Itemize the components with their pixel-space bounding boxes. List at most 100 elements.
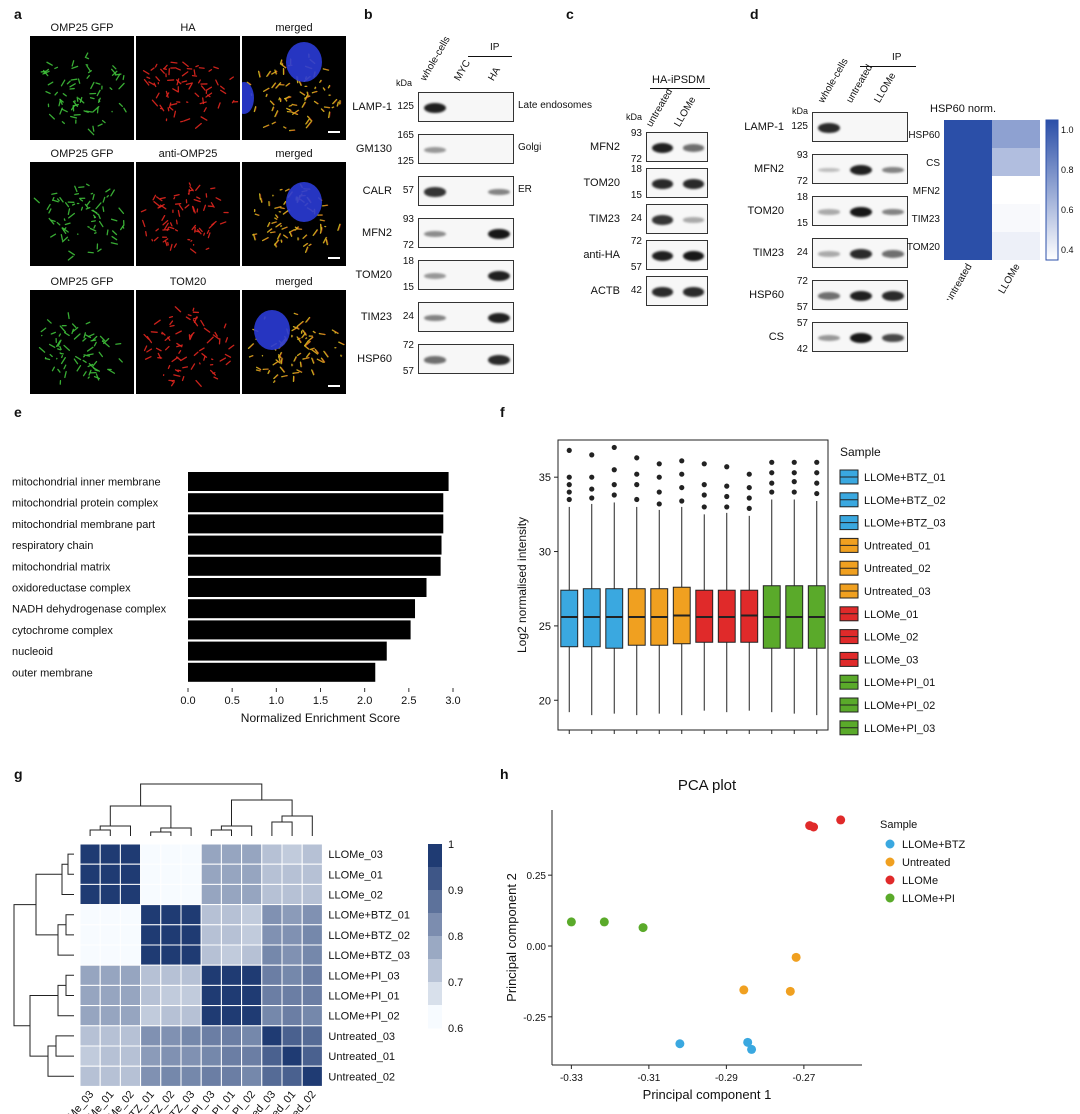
heatmap-cell [301, 883, 323, 906]
x-tick-label: 3.0 [445, 695, 460, 707]
mito-stroke [282, 62, 284, 65]
mito-stroke [168, 106, 174, 111]
mito-stroke [201, 353, 208, 358]
mito-stroke [176, 79, 182, 85]
mito-stroke [304, 340, 309, 347]
mito-stroke [110, 218, 118, 222]
blot-protein-label: TIM23 [752, 247, 784, 259]
panel-h-pca-scatter: PCA plot -0.33 -0.31 -0.29 -0.27 0.25 0.00 -0.2… [504, 777, 966, 1102]
box-outlier [791, 459, 797, 465]
mito-stroke [203, 204, 207, 211]
mito-stroke [266, 228, 273, 233]
heatmap-cell [180, 1045, 202, 1067]
box-outlier [769, 489, 775, 495]
blot-band [487, 355, 511, 365]
micrograph-texture [140, 182, 229, 254]
heatmap-cell [261, 843, 283, 865]
mito-stroke [92, 106, 100, 113]
mito-stroke [169, 324, 175, 327]
mito-stroke [109, 87, 113, 91]
top-dendrogram [89, 783, 313, 836]
mito-stroke [171, 356, 179, 363]
mito-stroke [50, 331, 57, 335]
legend-label: LLOMe+PI [902, 893, 955, 905]
mito-stroke [200, 85, 206, 91]
heatmap-row-label: CS [926, 158, 940, 169]
scale-bar [328, 131, 340, 133]
mito-stroke [228, 344, 235, 350]
mito-stroke [181, 375, 185, 382]
mito-stroke [332, 98, 338, 105]
mito-stroke [198, 347, 205, 352]
mito-stroke [198, 227, 203, 233]
mito-stroke [306, 341, 312, 346]
mito-stroke [305, 341, 310, 346]
mito-stroke [271, 100, 276, 105]
mito-stroke [282, 375, 289, 378]
mito-stroke [304, 95, 308, 101]
blot-band [849, 164, 873, 176]
heatmap-cell [140, 984, 162, 1007]
heatmap-cell [99, 883, 121, 906]
mito-stroke [211, 220, 217, 226]
bar [188, 620, 411, 640]
mito-stroke [273, 374, 279, 380]
mito-stroke [176, 78, 180, 86]
mito-stroke [50, 219, 56, 222]
heatmap-row-label: LLOMe_02 [328, 890, 382, 902]
mito-stroke [48, 343, 56, 348]
heatmap-cell [180, 924, 202, 946]
mito-stroke [188, 83, 193, 90]
heatmap-cell [200, 883, 222, 906]
mito-stroke [331, 329, 339, 334]
mito-stroke [92, 360, 98, 367]
micrograph-title: merged [275, 22, 313, 34]
heatmap-cell [241, 843, 263, 865]
mito-stroke [47, 81, 54, 86]
mito-stroke [314, 348, 319, 354]
heatmap-cell [119, 863, 142, 885]
heatmap-col-label: LLOMe [997, 262, 1023, 296]
legend-label: LLOMe+BTZ [902, 839, 966, 851]
blot-band [651, 287, 674, 297]
dendrogram-branch [140, 783, 263, 806]
mito-stroke [58, 333, 62, 337]
blot-band [487, 312, 511, 324]
mito-stroke [285, 82, 291, 87]
mito-stroke [207, 232, 211, 239]
x-tick-label: 1.5 [313, 695, 328, 707]
dendrogram-branch [67, 853, 74, 875]
heatmap-cell [119, 1045, 142, 1067]
mito-stroke [205, 247, 210, 250]
y-tick-label: 30 [539, 547, 551, 559]
blot-band [487, 188, 511, 196]
box-outlier [589, 486, 595, 492]
mito-stroke [165, 90, 169, 98]
mito-stroke [193, 351, 199, 357]
mito-stroke [59, 99, 64, 103]
mito-stroke [300, 91, 306, 96]
mito-stroke [161, 214, 166, 221]
mito-stroke [169, 222, 173, 227]
mito-stroke [256, 213, 260, 216]
heatmap-cell [220, 944, 243, 966]
heatmap-cell [220, 843, 243, 865]
blot-band [849, 249, 873, 259]
heatmap-cell [140, 964, 162, 986]
mito-stroke [298, 80, 302, 87]
heatmap-cell [79, 1045, 101, 1067]
mito-stroke [176, 344, 183, 348]
mito-stroke [276, 233, 281, 240]
blot-header: HA-iPSDM [652, 74, 706, 86]
heatmap-cell [944, 148, 992, 176]
mito-stroke [151, 99, 159, 107]
mito-stroke [59, 197, 64, 203]
mito-stroke [71, 65, 79, 70]
mito-stroke [274, 374, 279, 379]
mito-stroke [184, 204, 190, 209]
dendrogram-branch [55, 1035, 74, 1057]
mito-stroke [306, 337, 308, 339]
mito-stroke [304, 246, 309, 253]
mito-stroke [82, 359, 87, 363]
mito-stroke [294, 356, 298, 362]
